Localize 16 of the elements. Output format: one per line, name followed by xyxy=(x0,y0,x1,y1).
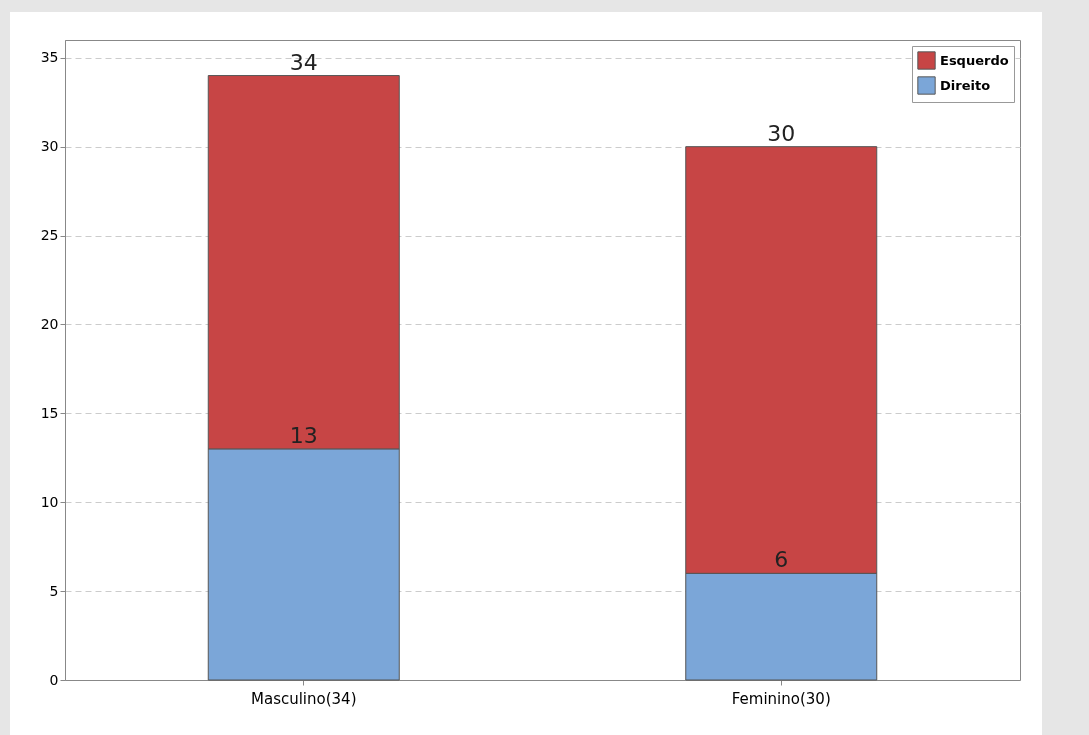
y-tick-label: 5 xyxy=(49,582,59,599)
data-label: 6 xyxy=(774,547,789,573)
y-tick-label: 30 xyxy=(40,138,59,155)
total-label: 30 xyxy=(767,120,796,146)
legend-label: Esquerdo xyxy=(940,52,1009,68)
y-tick-label: 25 xyxy=(40,227,59,244)
y-tick-label: 10 xyxy=(40,493,59,510)
data-label: 13 xyxy=(289,422,318,448)
y-tick-label: 35 xyxy=(40,49,59,66)
x-tick-label: Masculino(34) xyxy=(250,689,357,708)
y-tick-label: 15 xyxy=(40,404,59,421)
y-tick-label: 20 xyxy=(40,315,59,332)
total-label: 34 xyxy=(289,49,318,75)
x-tick-label: Feminino(30) xyxy=(731,689,831,708)
y-tick-label: 0 xyxy=(49,671,59,688)
legend-label: Direito xyxy=(940,77,991,93)
